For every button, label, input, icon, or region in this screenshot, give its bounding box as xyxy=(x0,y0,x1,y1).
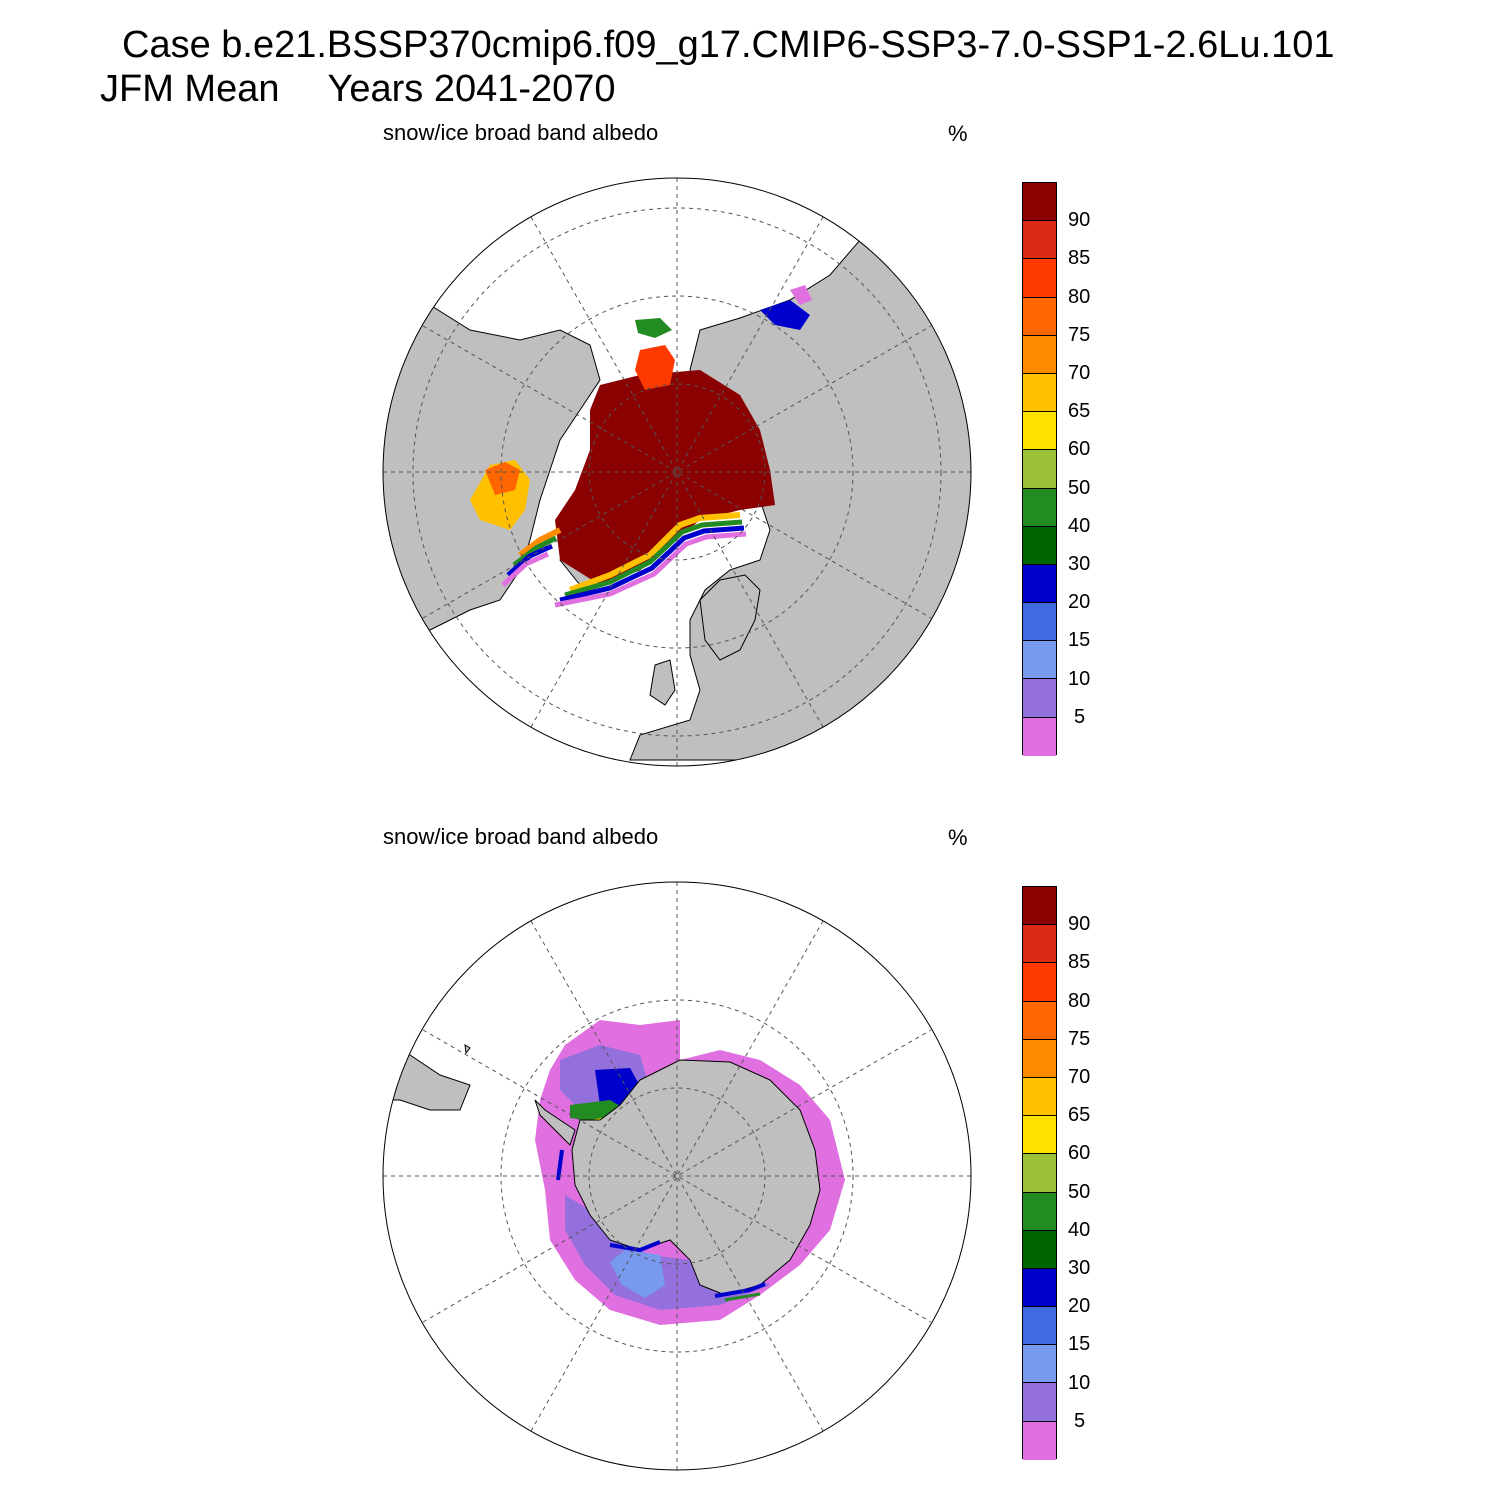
colorbar-swatch xyxy=(1023,526,1056,565)
chukchi-ice xyxy=(635,345,675,390)
colorbar-tick-label: 20 xyxy=(1068,591,1091,614)
antarctica-land xyxy=(571,1059,821,1296)
colorbar-swatch xyxy=(1023,1307,1056,1346)
colorbar-tick-label: 85 xyxy=(1068,247,1091,270)
colorbar-swatch xyxy=(1023,717,1056,756)
colorbar-swatch xyxy=(1023,1154,1056,1193)
colorbar-tick-label: 80 xyxy=(1068,989,1091,1012)
colorbar-tick-label: 65 xyxy=(1068,1104,1091,1127)
colorbar-swatch xyxy=(1023,679,1056,718)
colorbar-tick-label: 40 xyxy=(1068,514,1091,537)
colorbar-tick-label: 40 xyxy=(1068,1218,1091,1241)
colorbar-tick-label: 80 xyxy=(1068,285,1091,308)
colorbar-swatch xyxy=(1023,564,1056,604)
colorbar-tick-label: 90 xyxy=(1068,209,1091,232)
colorbar-swatch xyxy=(1023,1039,1056,1078)
uk-land xyxy=(649,659,676,706)
colorbar-south xyxy=(1022,886,1057,1460)
colorbar-swatch xyxy=(1023,412,1056,451)
colorbar-tick-label: 60 xyxy=(1068,1142,1091,1165)
colorbar-tick-label: 10 xyxy=(1068,1371,1091,1394)
colorbar-swatch xyxy=(1023,297,1056,336)
colorbar-swatch xyxy=(1023,1345,1056,1384)
panel-north-units: % xyxy=(948,121,968,146)
colorbar-tick-label: 10 xyxy=(1068,667,1091,690)
colorbar-tick-label: 60 xyxy=(1068,438,1091,461)
colorbar-swatch xyxy=(1023,183,1056,222)
antarctic-peninsula xyxy=(534,1099,576,1146)
colorbar-swatch xyxy=(1023,1077,1056,1117)
colorbar-swatch xyxy=(1023,1001,1056,1040)
panel-south-units: % xyxy=(948,825,968,850)
colorbar-tick-label: 15 xyxy=(1068,629,1091,652)
colorbar-swatch xyxy=(1023,1116,1056,1155)
colorbar-swatch xyxy=(1023,1192,1056,1231)
colorbar-tick-label: 50 xyxy=(1068,1180,1091,1203)
colorbar-tick-label: 5 xyxy=(1074,1409,1086,1432)
arctic-ice-core xyxy=(555,370,775,585)
colorbar-swatch xyxy=(1023,335,1056,374)
colorbar-swatch xyxy=(1023,641,1056,680)
colorbar-tick-label: 90 xyxy=(1068,913,1091,936)
colorbar-tick-label: 5 xyxy=(1074,705,1086,728)
colorbar-swatch xyxy=(1023,259,1056,298)
arctic-map xyxy=(383,178,971,766)
colorbar-tick-label: 50 xyxy=(1068,476,1091,499)
colorbar-swatch xyxy=(1023,450,1056,489)
colorbar-tick-label: 65 xyxy=(1068,400,1091,423)
panel-north-title: snow/ice broad band albedo xyxy=(383,120,659,145)
antarctic-map xyxy=(383,882,971,1470)
colorbar-north xyxy=(1022,182,1057,756)
colorbar-tick-label: 70 xyxy=(1068,1066,1091,1088)
scandinavia-land xyxy=(699,574,761,661)
colorbar-swatch xyxy=(1023,925,1056,964)
colorbar-tick-label: 30 xyxy=(1068,553,1091,575)
colorbar-swatch xyxy=(1023,1268,1056,1308)
colorbar-tick-label: 75 xyxy=(1068,323,1091,346)
colorbar-swatch xyxy=(1023,603,1056,642)
colorbar-swatch xyxy=(1023,221,1056,260)
colorbar-swatch xyxy=(1023,1421,1056,1460)
colorbar-swatch xyxy=(1023,963,1056,1002)
colorbar-tick-label: 30 xyxy=(1068,1257,1091,1279)
colorbar-tick-label: 85 xyxy=(1068,951,1091,974)
season-label: JFM Mean xyxy=(100,68,280,110)
colorbar-swatch xyxy=(1023,373,1056,413)
colorbar-swatch xyxy=(1023,1383,1056,1422)
years-label: Years 2041-2070 xyxy=(327,68,616,110)
colorbar-swatch xyxy=(1023,1230,1056,1269)
colorbar-tick-label: 20 xyxy=(1068,1295,1091,1318)
season-line: JFM Mean Years 2041-2070 xyxy=(100,70,616,108)
colorbar-swatch xyxy=(1023,887,1056,926)
colorbar-tick-label: 75 xyxy=(1068,1027,1091,1050)
atlantic-ice-edge xyxy=(568,512,741,593)
case-title: Case b.e21.BSSP370cmip6.f09_g17.CMIP6-SS… xyxy=(122,24,1335,66)
panel-south-title: snow/ice broad band albedo xyxy=(383,824,659,849)
colorbar-swatch xyxy=(1023,488,1056,527)
colorbar-tick-label: 15 xyxy=(1068,1333,1091,1356)
colorbar-tick-label: 70 xyxy=(1068,362,1091,384)
